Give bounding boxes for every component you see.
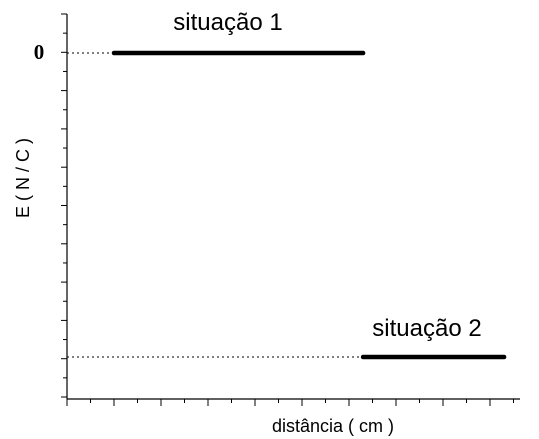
y-ticks [61, 13, 67, 398]
y-tick-label-zero: 0 [34, 40, 45, 64]
x-ticks [66, 399, 514, 406]
axes [61, 13, 520, 406]
y-axis-label: E ( N / C ) [13, 138, 33, 218]
series-label-situacao-1: situação 1 [173, 9, 282, 36]
series-label-situacao-2: situação 2 [372, 315, 481, 342]
x-axis-label: distância ( cm ) [272, 416, 394, 436]
